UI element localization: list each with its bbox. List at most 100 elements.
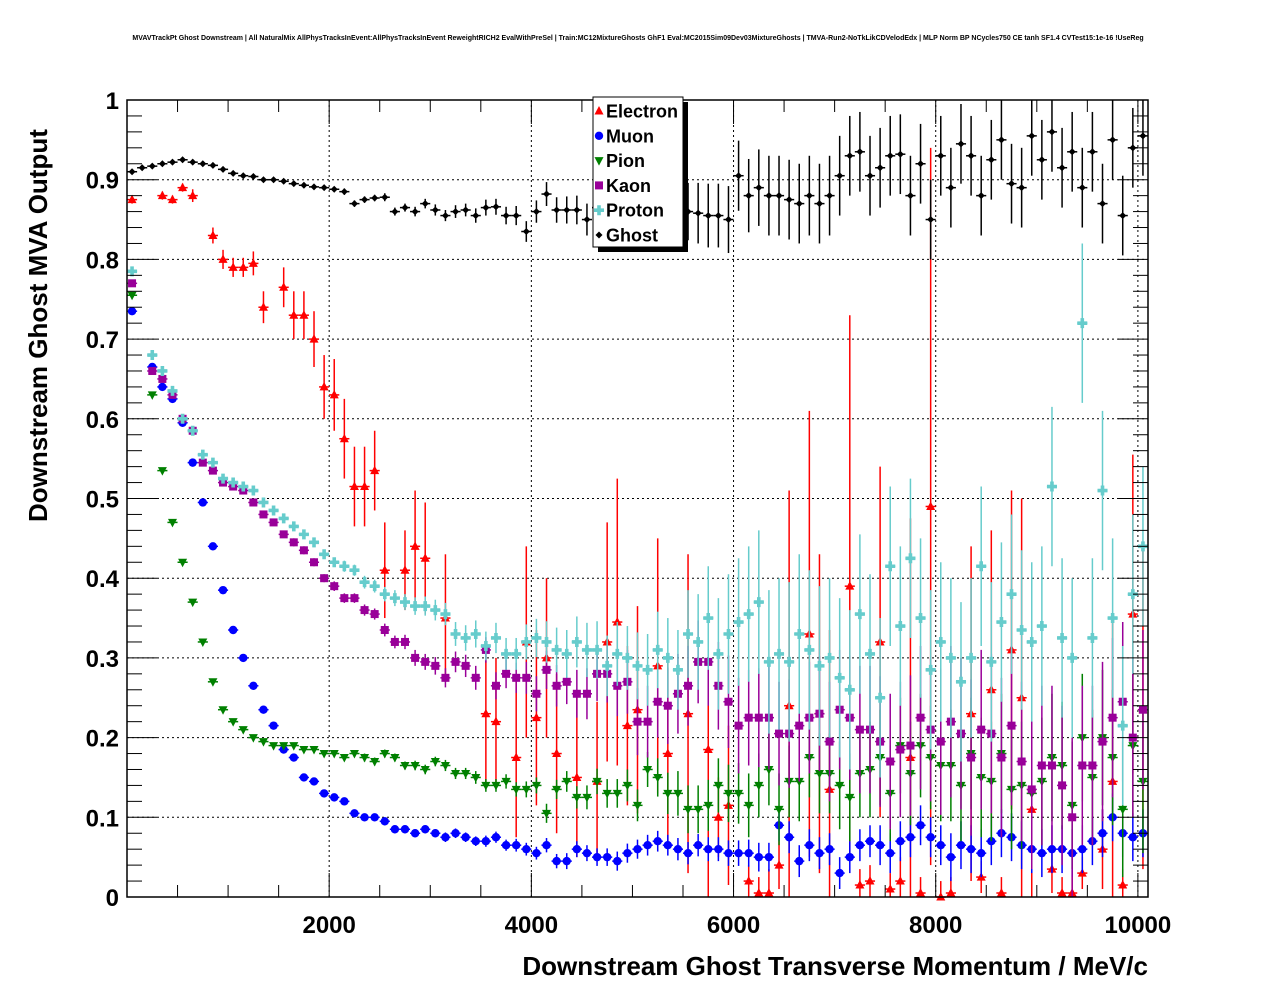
data-point xyxy=(612,617,622,626)
data-point xyxy=(977,192,985,200)
data-point xyxy=(926,833,935,842)
data-point xyxy=(300,181,308,189)
data-point xyxy=(622,720,632,730)
data-point xyxy=(1088,761,1097,770)
data-point xyxy=(572,844,582,854)
data-point xyxy=(339,754,349,763)
data-point xyxy=(1119,212,1127,220)
data-point xyxy=(381,193,389,201)
data-point xyxy=(886,152,894,160)
data-point xyxy=(755,184,763,192)
data-point xyxy=(836,172,844,180)
x-axis-title: Downstream Ghost Transverse Momentum / M… xyxy=(522,951,1148,981)
data-point xyxy=(461,833,470,842)
data-point xyxy=(128,279,137,288)
data-point xyxy=(248,734,258,743)
data-point xyxy=(684,681,693,690)
data-point xyxy=(390,825,400,834)
data-point xyxy=(127,307,137,316)
data-point xyxy=(854,609,865,620)
data-point xyxy=(754,713,763,722)
data-point xyxy=(400,565,410,574)
data-point xyxy=(289,538,298,547)
data-point xyxy=(481,837,491,846)
data-point xyxy=(744,876,754,885)
data-point xyxy=(1108,713,1117,722)
data-point xyxy=(1067,652,1078,663)
y-tick-label: 0.7 xyxy=(86,327,119,354)
data-point xyxy=(289,753,298,762)
data-point xyxy=(511,648,522,659)
data-point xyxy=(745,192,753,200)
data-point xyxy=(1046,481,1057,492)
data-point xyxy=(279,742,289,751)
data-point xyxy=(734,848,743,858)
x-tick-label: 6000 xyxy=(707,912,760,939)
data-point xyxy=(531,712,541,722)
data-point xyxy=(1018,184,1026,192)
data-point xyxy=(290,180,298,188)
data-point xyxy=(935,636,946,647)
data-point xyxy=(1058,164,1066,172)
data-point xyxy=(672,664,683,675)
data-point xyxy=(380,817,389,826)
data-point xyxy=(138,164,146,172)
data-point xyxy=(653,837,662,846)
data-point xyxy=(765,192,773,200)
data-point xyxy=(451,769,461,779)
data-point xyxy=(1017,757,1026,766)
data-point xyxy=(561,648,572,659)
data-point xyxy=(148,162,156,170)
data-point xyxy=(936,840,945,850)
data-point xyxy=(501,777,511,787)
data-point xyxy=(1117,720,1128,731)
data-point xyxy=(744,848,753,858)
data-point xyxy=(258,302,268,311)
data-point xyxy=(208,542,218,551)
legend-marker-icon xyxy=(595,231,603,239)
data-point xyxy=(845,793,855,803)
data-point xyxy=(1026,636,1037,647)
data-point xyxy=(441,833,450,842)
data-point xyxy=(167,385,178,396)
data-point xyxy=(683,805,693,815)
data-point xyxy=(865,648,876,659)
data-point xyxy=(724,697,733,706)
data-point xyxy=(360,813,369,822)
data-point xyxy=(815,200,823,208)
data-point xyxy=(239,653,248,663)
data-point xyxy=(522,228,530,236)
data-point xyxy=(128,168,136,176)
data-point xyxy=(865,876,875,885)
data-point xyxy=(1038,156,1046,164)
data-point xyxy=(360,606,369,615)
data-point xyxy=(400,637,409,646)
data-point xyxy=(986,656,997,667)
data-point xyxy=(399,597,410,608)
data-point xyxy=(208,466,217,475)
data-point xyxy=(350,594,359,603)
x-tick-label: 10000 xyxy=(1105,912,1172,939)
data-point xyxy=(288,521,299,532)
y-tick-label: 0.2 xyxy=(86,726,119,753)
data-point xyxy=(643,840,652,850)
data-point xyxy=(148,366,157,375)
data-point xyxy=(410,761,420,771)
data-point xyxy=(298,529,309,540)
data-point xyxy=(632,660,643,671)
data-point xyxy=(340,594,349,603)
data-point xyxy=(278,513,289,524)
data-point xyxy=(502,212,510,220)
data-point xyxy=(1037,848,1047,858)
data-point xyxy=(562,856,571,866)
data-point xyxy=(642,664,653,675)
data-point xyxy=(248,258,258,267)
data-point xyxy=(511,752,521,762)
data-point xyxy=(1118,880,1128,889)
data-point xyxy=(147,350,158,361)
data-point xyxy=(886,757,895,766)
data-point xyxy=(199,160,207,168)
data-point xyxy=(704,844,713,854)
data-point xyxy=(309,537,320,548)
legend-label: Kaon xyxy=(606,176,651,196)
